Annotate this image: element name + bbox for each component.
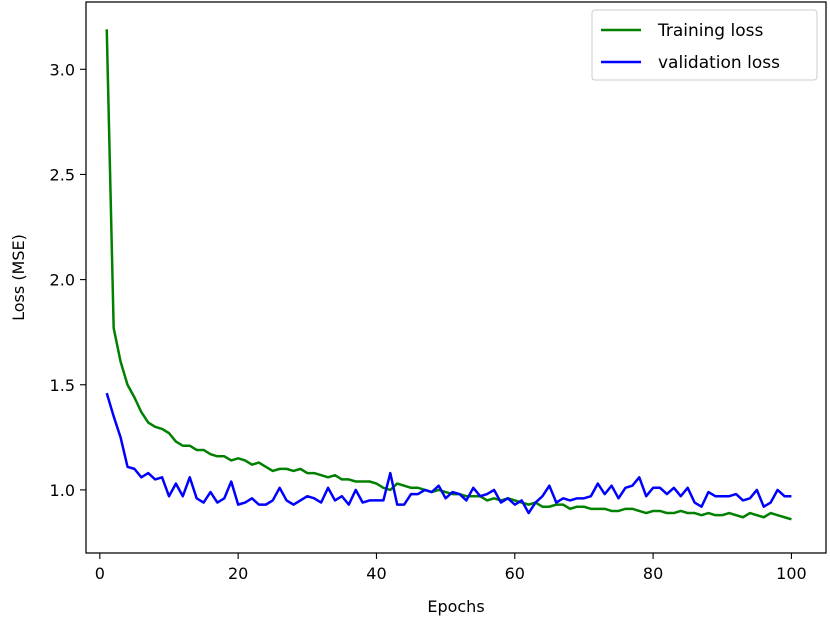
x-axis-label: Epochs xyxy=(427,597,484,616)
x-tick-label: 60 xyxy=(505,564,525,583)
y-axis-ticks: 1.0 1.5 2.0 2.5 3.0 xyxy=(50,60,86,500)
series-line-1 xyxy=(105,392,792,515)
x-tick-label: 100 xyxy=(776,564,807,583)
x-tick-label: 80 xyxy=(643,564,663,583)
x-tick-label: 0 xyxy=(95,564,105,583)
x-tick-label: 40 xyxy=(366,564,386,583)
y-tick-label: 1.5 xyxy=(50,376,75,395)
y-tick-label: 3.0 xyxy=(50,60,75,79)
x-tick-label: 20 xyxy=(228,564,248,583)
plot-frame xyxy=(85,1,827,554)
legend: Training loss validation loss xyxy=(591,9,818,81)
series-line-0 xyxy=(105,29,792,521)
y-tick-label: 1.0 xyxy=(50,481,75,500)
y-axis-label: Loss (MSE) xyxy=(9,234,28,321)
series-layer xyxy=(105,29,792,521)
y-tick-label: 2.0 xyxy=(50,271,75,290)
y-tick-label: 2.5 xyxy=(50,165,75,184)
x-axis-ticks: 0 20 40 60 80 100 xyxy=(95,553,807,583)
legend-box xyxy=(591,9,818,81)
legend-label-validation: validation loss xyxy=(658,53,780,73)
legend-label-training: Training loss xyxy=(657,21,763,41)
